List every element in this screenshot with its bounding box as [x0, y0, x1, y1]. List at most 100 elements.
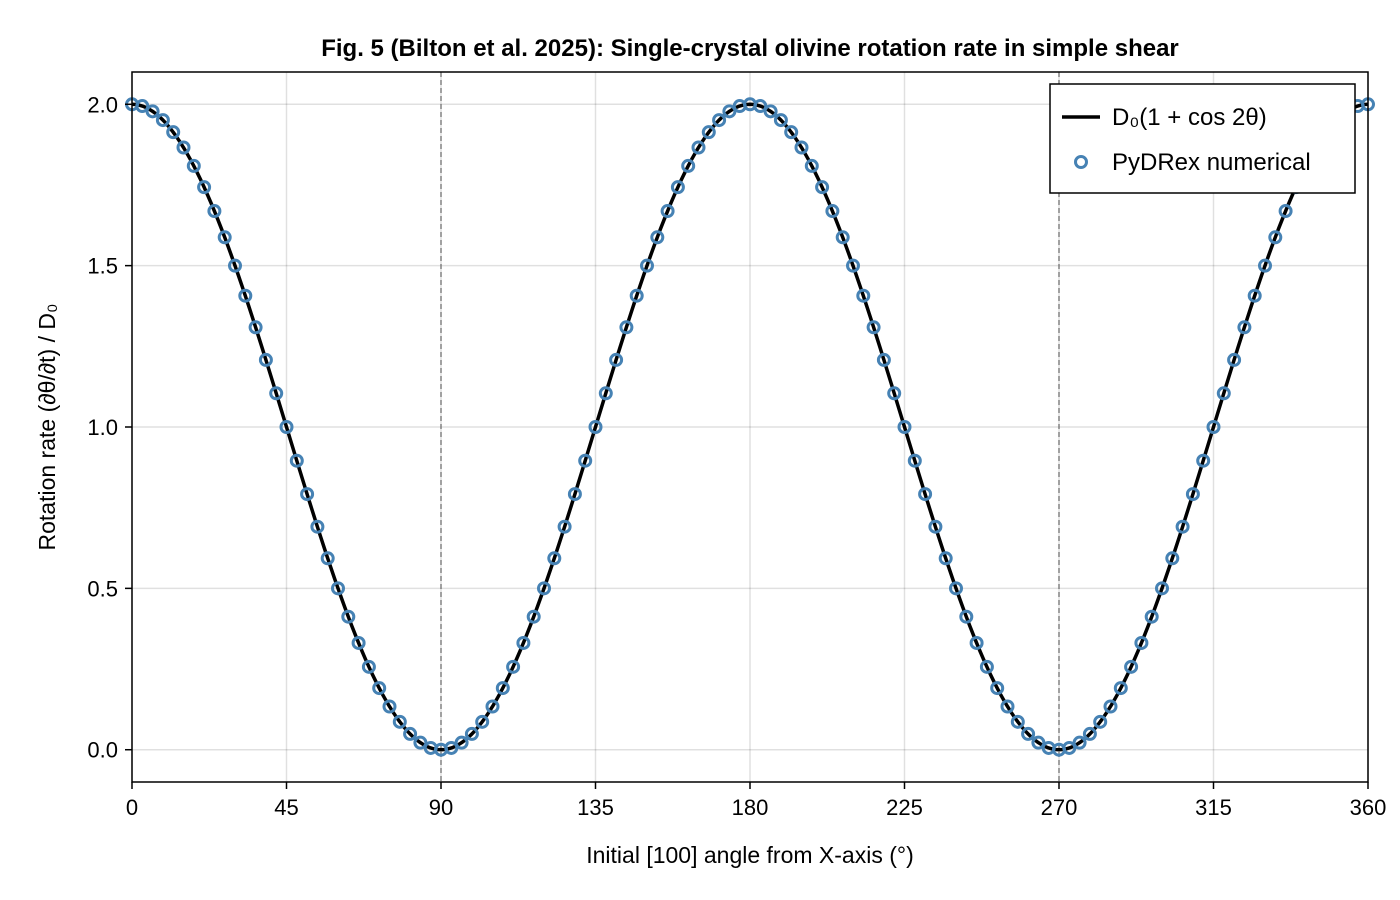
data-point — [701, 125, 716, 140]
data-point — [753, 99, 768, 114]
data-point — [454, 735, 469, 750]
legend-box — [1049, 83, 1356, 194]
x-tick-label: 270 — [1041, 795, 1078, 820]
data-point — [1021, 726, 1036, 741]
data-point — [876, 352, 891, 367]
data-point — [485, 699, 500, 714]
y-axis: 0.0 0.5 1.0 1.5 2.0 — [87, 92, 132, 763]
data-point — [1134, 635, 1149, 650]
data-point — [506, 659, 521, 674]
data-point — [351, 635, 366, 650]
legend: D₀(1 + cos 2θ) PyDRex numerical — [1049, 83, 1356, 194]
data-point — [289, 453, 304, 468]
data-point — [300, 487, 315, 502]
x-axis: 0 45 90 135 180 225 270 315 360 — [126, 782, 1386, 820]
data-point — [361, 659, 376, 674]
data-point — [660, 204, 675, 219]
y-axis-title: Rotation rate (∂θ/∂t) / D₀ — [34, 303, 60, 550]
data-point — [949, 581, 963, 596]
data-point — [887, 386, 902, 401]
data-point — [907, 453, 922, 468]
legend-label-numerical: PyDRex numerical — [1112, 149, 1311, 176]
data-point — [1093, 714, 1108, 729]
data-point — [1103, 699, 1118, 714]
data-point — [516, 635, 531, 650]
data-point — [258, 352, 273, 367]
data-point — [578, 453, 593, 468]
x-tick-label: 360 — [1350, 795, 1387, 820]
data-point — [1237, 320, 1252, 335]
data-point — [1258, 258, 1272, 273]
data-point — [794, 140, 809, 155]
data-point — [1010, 714, 1025, 729]
data-point — [1227, 352, 1242, 367]
x-tick-label: 45 — [274, 795, 298, 820]
numerical-series — [125, 97, 1375, 757]
y-tick-label: 0.0 — [87, 738, 118, 763]
x-tick-label: 90 — [429, 795, 453, 820]
data-point — [475, 714, 490, 729]
data-point — [495, 681, 510, 696]
data-point — [784, 125, 799, 140]
data-point — [279, 420, 294, 434]
data-point — [1031, 735, 1046, 750]
data-point — [1113, 681, 1128, 696]
data-point — [155, 113, 170, 128]
x-tick-label: 135 — [577, 795, 614, 820]
data-point — [825, 204, 840, 219]
data-point — [1082, 726, 1097, 741]
data-point — [938, 551, 953, 566]
data-point — [166, 125, 181, 140]
data-point — [650, 230, 665, 245]
data-point — [773, 113, 788, 128]
y-tick-label: 1.0 — [87, 415, 118, 440]
data-point — [1072, 735, 1087, 750]
data-point — [557, 519, 572, 534]
data-point — [413, 735, 428, 750]
data-point — [856, 288, 871, 303]
data-point — [310, 519, 325, 534]
data-point — [959, 609, 974, 624]
data-point — [382, 699, 397, 714]
data-point — [588, 420, 603, 434]
data-point — [918, 487, 933, 502]
x-tick-label: 0 — [126, 795, 138, 820]
data-point — [320, 551, 335, 566]
data-point — [990, 681, 1005, 696]
analytic-line — [131, 102, 1369, 752]
data-point — [228, 258, 242, 273]
y-tick-label: 0.5 — [87, 576, 118, 601]
data-point — [969, 635, 984, 650]
data-point — [928, 519, 943, 534]
data-point — [1124, 659, 1139, 674]
data-point — [1196, 453, 1211, 468]
data-point — [444, 740, 459, 755]
data-point — [547, 551, 562, 566]
data-point — [176, 140, 191, 155]
data-point — [866, 320, 881, 335]
analytic-series — [131, 102, 1369, 752]
x-tick-label: 315 — [1195, 795, 1232, 820]
data-point — [722, 104, 737, 119]
data-point — [691, 140, 706, 155]
data-point — [464, 726, 479, 741]
legend-label-analytic: D₀(1 + cos 2θ) — [1112, 104, 1267, 131]
data-point — [197, 180, 212, 195]
data-point — [1000, 699, 1015, 714]
data-point — [712, 113, 727, 128]
data-point — [248, 320, 263, 335]
data-point — [392, 714, 407, 729]
data-point — [403, 726, 418, 741]
data-point — [135, 99, 150, 114]
data-point — [1062, 740, 1077, 755]
data-point — [619, 320, 634, 335]
data-point — [186, 158, 201, 173]
data-point — [804, 158, 819, 173]
data-point — [609, 352, 624, 367]
data-point — [238, 288, 253, 303]
data-point — [145, 104, 160, 119]
data-point — [341, 609, 356, 624]
data-point — [526, 609, 541, 624]
data-point — [269, 386, 284, 401]
data-point — [897, 420, 912, 434]
